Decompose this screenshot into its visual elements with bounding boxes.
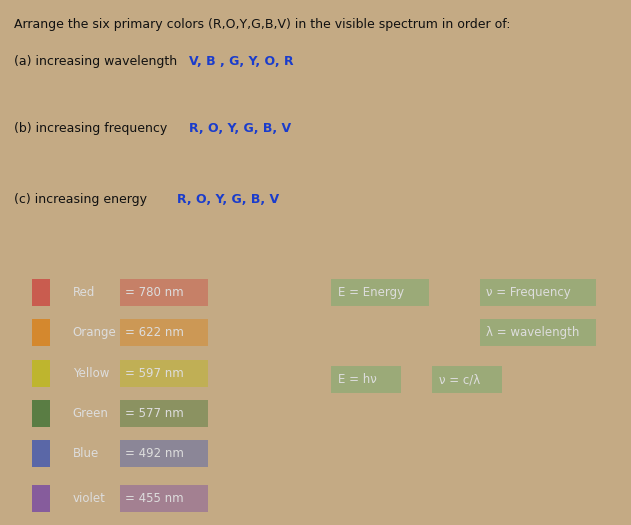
FancyBboxPatch shape — [32, 279, 50, 306]
Text: = 780 nm: = 780 nm — [125, 286, 184, 299]
Text: Yellow: Yellow — [73, 366, 109, 380]
FancyBboxPatch shape — [331, 366, 401, 393]
Text: = 577 nm: = 577 nm — [125, 407, 184, 420]
FancyBboxPatch shape — [32, 360, 50, 386]
FancyBboxPatch shape — [120, 400, 208, 427]
FancyBboxPatch shape — [120, 319, 208, 346]
FancyBboxPatch shape — [120, 440, 208, 467]
Text: (b) increasing frequency: (b) increasing frequency — [14, 122, 167, 134]
Text: Orange: Orange — [73, 327, 116, 339]
FancyBboxPatch shape — [120, 360, 208, 386]
FancyBboxPatch shape — [32, 485, 50, 511]
FancyBboxPatch shape — [120, 279, 208, 306]
Text: ν = Frequency: ν = Frequency — [486, 286, 570, 299]
FancyBboxPatch shape — [331, 279, 429, 306]
Text: R, O, Y, G, B, V: R, O, Y, G, B, V — [177, 193, 279, 206]
FancyBboxPatch shape — [32, 400, 50, 427]
Text: V, B , G, Y, O, R: V, B , G, Y, O, R — [189, 55, 294, 68]
Text: E = hν: E = hν — [338, 373, 376, 386]
Text: = 492 nm: = 492 nm — [125, 447, 184, 460]
Text: = 622 nm: = 622 nm — [125, 327, 184, 339]
FancyBboxPatch shape — [32, 319, 50, 346]
FancyBboxPatch shape — [432, 366, 502, 393]
Text: (c) increasing energy: (c) increasing energy — [14, 193, 147, 206]
Text: E = Energy: E = Energy — [338, 286, 404, 299]
Text: R, O, Y, G, B, V: R, O, Y, G, B, V — [189, 122, 292, 134]
Text: (a) increasing wavelength: (a) increasing wavelength — [14, 55, 177, 68]
Text: Red: Red — [73, 286, 95, 299]
Text: Arrange the six primary colors (R,O,Y,G,B,V) in the visible spectrum in order of: Arrange the six primary colors (R,O,Y,G,… — [14, 18, 510, 31]
Text: ν = c/λ: ν = c/λ — [439, 373, 480, 386]
FancyBboxPatch shape — [32, 440, 50, 467]
Text: = 597 nm: = 597 nm — [125, 366, 184, 380]
FancyBboxPatch shape — [480, 279, 596, 306]
Text: Green: Green — [73, 407, 109, 420]
FancyBboxPatch shape — [120, 485, 208, 511]
Text: violet: violet — [73, 491, 105, 505]
Text: = 455 nm: = 455 nm — [125, 491, 184, 505]
Text: λ = wavelength: λ = wavelength — [486, 327, 579, 339]
Text: Blue: Blue — [73, 447, 99, 460]
FancyBboxPatch shape — [480, 319, 596, 346]
